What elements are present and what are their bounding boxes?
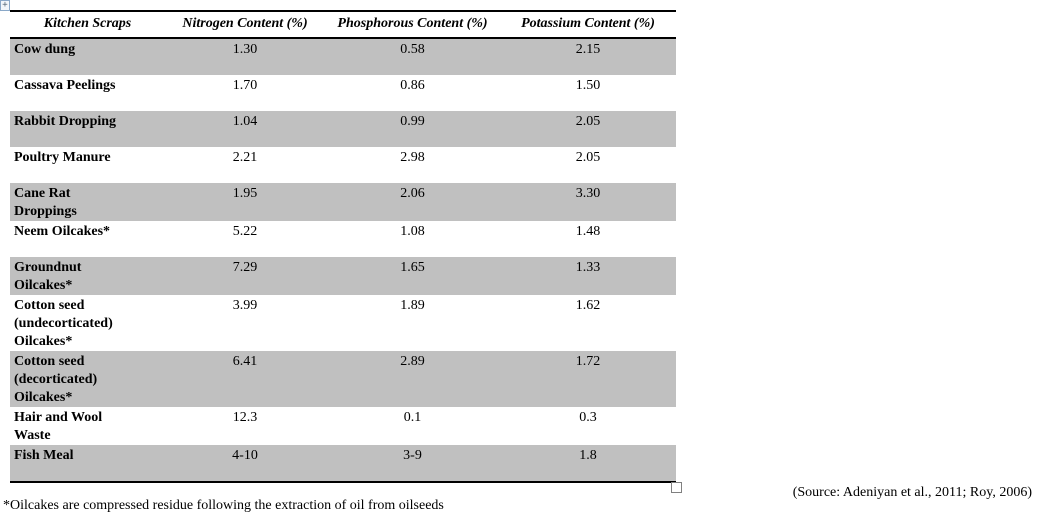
potassium-cell: 1.48 [575, 224, 601, 239]
nitrogen-cell: 4-10 [165, 445, 325, 482]
table-row: Neem Oilcakes* 5.22 1.08 1.48 [10, 221, 676, 257]
phosphorous-cell: 2.98 [400, 150, 425, 165]
col-header-potassium-content: Potassium Content (%) [500, 11, 676, 39]
nitrogen-cell: 2.21 [232, 150, 258, 165]
table-row: Cane Rat Droppings 1.95 2.06 3.30 [10, 183, 676, 221]
nutrient-content-table: Kitchen Scraps Nitrogen Content (%) Phos… [10, 10, 676, 483]
table-row: Rabbit Dropping 1.04 0.99 2.05 [10, 111, 676, 147]
row-label-cell: Groundnut Oilcakes* [10, 257, 165, 295]
footnote-oilcakes: *Oilcakes are compressed residue followi… [3, 498, 444, 513]
table-row: Cotton seed (decorticated) Oilcakes* 6.41… [10, 351, 676, 407]
table-body: Cow dung 1.30 0.58 2.15 Cassava Peelings 1.70… [10, 38, 676, 482]
potassium-cell: 1.8 [500, 445, 676, 482]
table-row: Fish Meal 4-10 3-9 1.8 [10, 445, 676, 482]
phosphorous-cell: 3-9 [325, 445, 500, 482]
table-move-handle-icon[interactable]: + [0, 0, 10, 11]
nitrogen-cell: 6.41 [165, 351, 325, 407]
table-row: Cotton seed (undecorticated) Oilcakes* 3.… [10, 295, 676, 351]
nitrogen-cell: 1.04 [165, 111, 325, 147]
potassium-cell: 1.62 [575, 298, 601, 313]
col-header-nitrogen-content: Nitrogen Content (%) [165, 11, 325, 39]
nitrogen-cell: 3.99 [232, 298, 258, 313]
potassium-cell: 2.05 [575, 150, 601, 165]
phosphorous-cell: 0.1 [403, 410, 422, 425]
nitrogen-cell: 7.29 [165, 257, 325, 295]
nitrogen-cell: 1.70 [232, 78, 258, 93]
row-label-cell: Neem Oilcakes* [14, 224, 111, 239]
nitrogen-cell: 1.95 [165, 183, 325, 221]
row-label-cell: Cane Rat Droppings [10, 183, 165, 221]
phosphorous-cell: 1.89 [400, 298, 425, 313]
phosphorous-cell: 2.06 [325, 183, 500, 221]
col-header-kitchen-scraps: Kitchen Scraps [10, 11, 165, 39]
table-resize-handle[interactable] [671, 482, 682, 493]
phosphorous-cell: 1.08 [400, 224, 425, 239]
table-header: Kitchen Scraps Nitrogen Content (%) Phos… [10, 11, 676, 39]
header-row: Kitchen Scraps Nitrogen Content (%) Phos… [10, 11, 676, 39]
phosphorous-cell: 0.86 [400, 78, 425, 93]
table-row: Groundnut Oilcakes* 7.29 1.65 1.33 [10, 257, 676, 295]
row-label-cell: Cow dung [10, 38, 165, 75]
potassium-cell: 3.30 [500, 183, 676, 221]
phosphorous-cell: 0.99 [325, 111, 500, 147]
potassium-cell: 1.33 [500, 257, 676, 295]
nitrogen-cell: 1.30 [165, 38, 325, 75]
nitrogen-cell: 12.3 [232, 410, 258, 425]
row-label-cell: Cotton seed (decorticated) Oilcakes* [10, 351, 165, 407]
potassium-cell: 1.72 [500, 351, 676, 407]
row-label-cell: Rabbit Dropping [10, 111, 165, 147]
table-row: Cassava Peelings 1.70 0.86 1.50 [10, 75, 676, 111]
table-row: Cow dung 1.30 0.58 2.15 [10, 38, 676, 75]
phosphorous-cell: 2.89 [325, 351, 500, 407]
nitrogen-cell: 5.22 [232, 224, 258, 239]
row-label-cell: Fish Meal [10, 445, 165, 482]
col-header-phosphorous-content: Phosphorous Content (%) [325, 11, 500, 39]
row-label-cell: Cotton seed (undecorticated) Oilcakes* [14, 298, 113, 349]
phosphorous-cell: 0.58 [325, 38, 500, 75]
phosphorous-cell: 1.65 [325, 257, 500, 295]
row-label-cell: Hair and Wool Waste [14, 410, 103, 443]
potassium-cell: 2.05 [500, 111, 676, 147]
source-citation: (Source: Adeniyan et al., 2011; Roy, 200… [792, 485, 1032, 500]
row-label-cell: Poultry Manure [14, 150, 111, 165]
table-row: Poultry Manure 2.21 2.98 2.05 [10, 147, 676, 183]
potassium-cell: 2.15 [500, 38, 676, 75]
potassium-cell: 0.3 [579, 410, 597, 425]
row-label-cell: Cassava Peelings [14, 78, 116, 93]
table-row: Hair and Wool Waste 12.3 0.1 0.3 [10, 407, 676, 445]
potassium-cell: 1.50 [575, 78, 601, 93]
